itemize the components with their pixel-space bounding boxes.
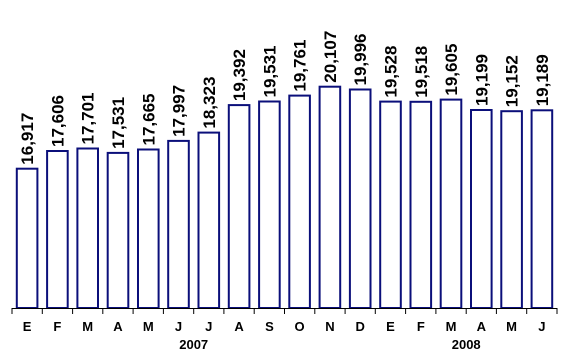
year-label-2008: 2008 xyxy=(452,337,481,352)
bar-13 xyxy=(409,100,433,309)
data-label-15: 19,199 xyxy=(472,54,491,106)
tick-label-5: J xyxy=(175,319,182,334)
data-label-14: 19,605 xyxy=(442,44,461,96)
tick-label-17: J xyxy=(538,319,545,334)
bar-2 xyxy=(76,147,100,309)
tick-label-6: J xyxy=(205,319,212,334)
bar-4 xyxy=(137,148,160,309)
bar-1 xyxy=(46,150,69,309)
data-label-0: 16,917 xyxy=(18,113,37,165)
tick-label-11: D xyxy=(356,319,365,334)
bar-12 xyxy=(379,100,402,309)
tick-label-13: F xyxy=(417,319,425,334)
data-label-12: 19,528 xyxy=(382,46,401,98)
tick-label-8: S xyxy=(265,319,274,334)
data-label-5: 17,997 xyxy=(170,85,189,137)
tick-label-16: M xyxy=(506,319,517,334)
year-label-2007: 2007 xyxy=(179,337,208,352)
bar-15 xyxy=(470,109,493,309)
tick-label-10: N xyxy=(325,319,334,334)
data-label-4: 17,665 xyxy=(139,94,158,146)
data-label-17: 19,189 xyxy=(533,54,552,106)
bar-10 xyxy=(318,85,342,309)
data-label-16: 19,152 xyxy=(503,55,522,107)
tick-label-4: M xyxy=(143,319,154,334)
year-labels-layer: 2007 2008 xyxy=(179,337,480,352)
tick-label-14: M xyxy=(446,319,457,334)
bar-6 xyxy=(197,131,221,309)
data-label-13: 19,518 xyxy=(412,46,431,98)
bar-17 xyxy=(530,109,554,309)
data-label-7: 19,392 xyxy=(230,49,249,101)
data-label-9: 19,761 xyxy=(291,40,310,92)
bar-11 xyxy=(348,88,372,309)
bar-3 xyxy=(106,151,130,309)
tick-label-9: O xyxy=(295,319,305,334)
data-label-8: 19,531 xyxy=(260,46,279,98)
tick-label-0: E xyxy=(23,319,32,334)
tick-label-2: M xyxy=(82,319,93,334)
data-labels-layer: 16,917 17,606 17,701 17,531 17,665 17,997 18,3… xyxy=(18,31,552,165)
bar-0 xyxy=(15,167,39,309)
bar-5 xyxy=(167,139,190,309)
data-label-6: 18,323 xyxy=(200,77,219,129)
data-label-10: 20,107 xyxy=(321,31,340,83)
bar-16 xyxy=(500,110,523,309)
x-ticks-layer xyxy=(11,308,558,314)
bar-7 xyxy=(227,104,251,309)
data-label-1: 17,606 xyxy=(48,95,67,147)
bar-9 xyxy=(288,94,311,309)
data-label-11: 19,996 xyxy=(351,34,370,86)
tick-label-7: A xyxy=(234,319,244,334)
bar-8 xyxy=(258,100,281,309)
tick-label-1: F xyxy=(53,319,61,334)
data-label-3: 17,531 xyxy=(109,97,128,149)
bar-14 xyxy=(439,98,463,309)
tick-label-15: A xyxy=(477,319,487,334)
tick-label-3: A xyxy=(113,319,123,334)
data-label-2: 17,701 xyxy=(79,93,98,145)
tick-label-12: E xyxy=(386,319,395,334)
